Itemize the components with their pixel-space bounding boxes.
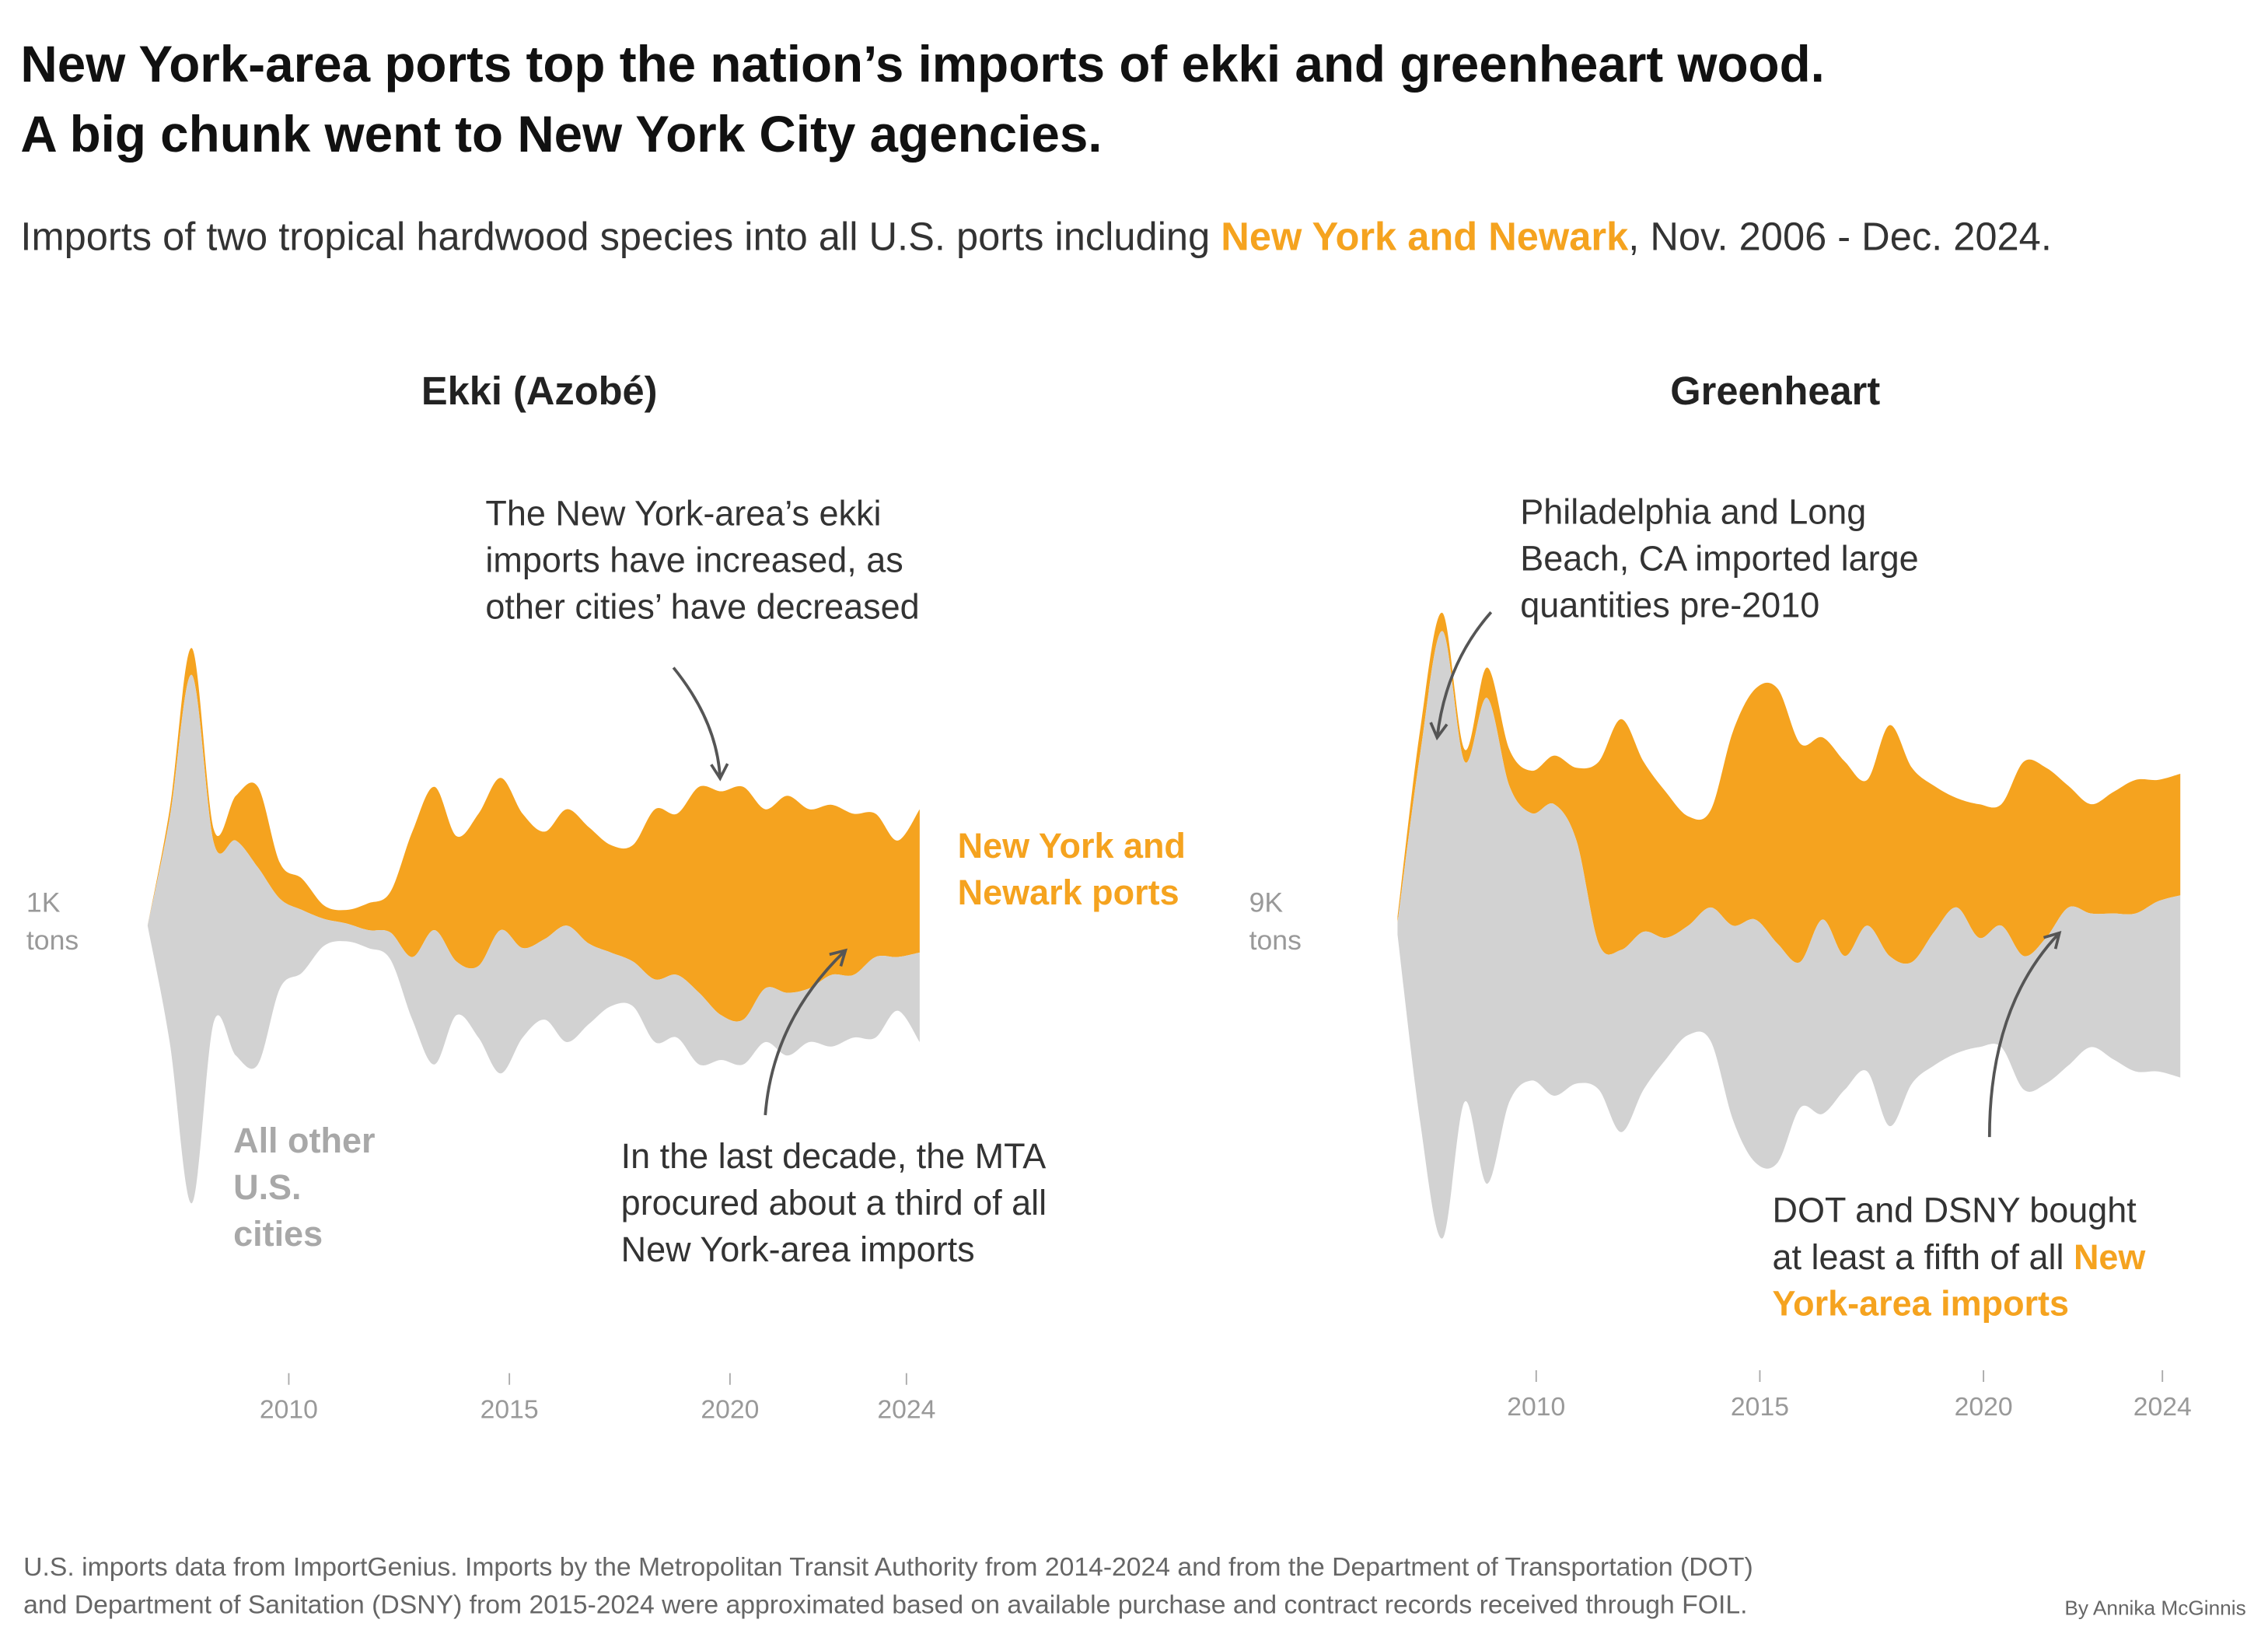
x-tick-label: 2024 <box>2133 1392 2192 1422</box>
scale-label: tons <box>26 925 79 956</box>
stream-area <box>147 648 920 1022</box>
text-line: quantities pre-2010 <box>1520 585 1819 624</box>
text-line: Philadelphia and Long <box>1520 491 1866 531</box>
scale-label: tons <box>1249 925 1302 956</box>
text-line: procured about a third of all <box>621 1183 1047 1223</box>
arrow <box>764 948 848 1116</box>
text-line: imports have increased, as <box>485 540 903 579</box>
stream-area <box>1397 612 2181 964</box>
x-tick-label: 2015 <box>1731 1392 1789 1422</box>
text-line: at least a fifth of all New <box>1773 1236 2147 1276</box>
stream-area <box>147 674 920 1204</box>
stream-area <box>1397 631 2181 1239</box>
plot: 2010 2015 2020 2024 <box>147 648 935 1425</box>
text-line: Imports of two tropical hardwood species… <box>20 214 2051 258</box>
text-segment: New York and Newark <box>1221 214 1629 258</box>
chart-title: Ekki (Azobé) <box>421 369 658 413</box>
text-line: York-area imports <box>1773 1283 2070 1323</box>
text-segment: at least a fifth of all <box>1773 1236 2074 1276</box>
arrow <box>1429 611 1493 741</box>
text-segment: York-area imports <box>1773 1283 2070 1323</box>
chart-title: Greenheart <box>1670 369 1880 413</box>
text-segment: , Nov. 2006 - Dec. 2024. <box>1628 214 2052 258</box>
legend-label: New York and Newark ports <box>958 826 1186 912</box>
legend-label: All other U.S. cities <box>233 1120 375 1253</box>
text-line: DOT and DSNY bought <box>1773 1190 2137 1229</box>
footer-note: U.S. imports data from ImportGenius. Imp… <box>23 1552 1753 1582</box>
text-line: New York-area imports <box>621 1229 975 1269</box>
x-tick-label: 2024 <box>877 1395 935 1425</box>
x-tick-label: 2020 <box>1955 1392 2013 1422</box>
text-segment: New <box>2074 1236 2146 1276</box>
footer-note: and Department of Sanitation (DSNY) from… <box>23 1590 1747 1620</box>
text-line: Beach, CA imported large <box>1520 538 1918 578</box>
scale-label: 1K <box>26 887 61 918</box>
text-segment: Imports of two tropical hardwood species… <box>20 214 1221 258</box>
x-tick-label: 2010 <box>1507 1392 1565 1422</box>
arrow <box>1987 930 2062 1138</box>
plot: 2010 2015 2020 2024 <box>1397 612 2192 1422</box>
x-tick-label: 2010 <box>260 1395 318 1425</box>
scale-label: 9K <box>1249 887 1284 918</box>
arrows <box>672 611 2062 1138</box>
x-tick-label: 2015 <box>481 1395 539 1425</box>
page-title: A big chunk went to New York City agenci… <box>20 106 1102 163</box>
page-title: New York-area ports top the nation’s imp… <box>20 36 1824 93</box>
text-line: The New York-area’s ekki <box>485 493 881 533</box>
arrow <box>672 666 729 782</box>
credit: By Annika McGinnis <box>2064 1597 2245 1620</box>
text-line: In the last decade, the MTA <box>621 1136 1047 1176</box>
x-tick-label: 2020 <box>701 1395 759 1425</box>
text-line: other cities’ have decreased <box>485 586 919 626</box>
